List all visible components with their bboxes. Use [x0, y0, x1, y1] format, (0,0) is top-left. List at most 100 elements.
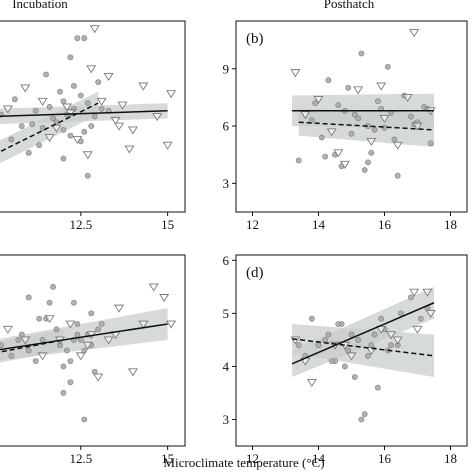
point-circle [67, 54, 74, 61]
point-triangle [127, 368, 138, 377]
fit-line-dashed-b [298, 121, 435, 131]
point-circle [91, 113, 98, 120]
point-triangle [159, 294, 170, 303]
x-tick-label: 15 [161, 217, 174, 232]
point-circle [361, 167, 368, 173]
point-circle [98, 105, 105, 112]
point-triangle [110, 116, 121, 125]
point-circle [70, 83, 77, 89]
point-triangle [44, 134, 55, 143]
point-triangle [412, 325, 423, 334]
y-tick-label: 6 [223, 253, 230, 268]
point-circle [394, 172, 401, 179]
point-triangle [103, 72, 114, 82]
x-tick-label: 12 [246, 217, 259, 232]
point-circle [348, 130, 355, 137]
point-circle [74, 331, 81, 338]
point-triangle [412, 122, 423, 131]
point-triangle [376, 82, 387, 91]
point-circle [407, 113, 414, 120]
point-triangle [422, 288, 433, 297]
point-circle [345, 84, 352, 91]
point-circle [15, 336, 22, 343]
point-triangle [326, 128, 337, 137]
x-tick-label: 14 [312, 217, 326, 232]
point-circle [374, 98, 381, 105]
point-triangle [127, 126, 138, 135]
point-triangle [44, 315, 55, 324]
point-circle [67, 358, 74, 365]
point-circle [60, 98, 67, 105]
panel-c: 12.5 15 [0, 254, 186, 466]
point-triangle [409, 29, 420, 38]
panel-tag-d: (d) [246, 265, 264, 281]
point-circle [81, 35, 88, 42]
point-triangle [51, 124, 62, 133]
plot-frame-b [235, 20, 468, 213]
point-circle [325, 331, 332, 338]
point-circle [25, 347, 32, 354]
point-circle [32, 107, 39, 114]
point-circle [358, 416, 365, 423]
plot-frame-c [0, 254, 186, 447]
panel-tag-b: (b) [246, 31, 264, 47]
x-tick-label: 12 [246, 451, 259, 466]
point-circle [351, 111, 358, 118]
ci-band-a-2 [0, 91, 99, 164]
point-triangle [82, 341, 93, 350]
point-circle [0, 342, 4, 349]
point-circle [315, 342, 322, 349]
point-triangle [89, 25, 100, 34]
point-circle [335, 321, 342, 327]
point-triangle [353, 86, 364, 95]
point-circle [84, 172, 91, 179]
ci-band-d-2 [292, 323, 434, 378]
point-triangle [333, 149, 344, 158]
point-triangle [300, 111, 311, 120]
point-circle [46, 299, 53, 306]
point-triangle [339, 160, 350, 169]
point-circle [355, 115, 361, 122]
point-triangle [82, 151, 93, 160]
point-triangle [103, 336, 114, 345]
fit-line-dashed-a [0, 102, 99, 153]
point-circle [81, 128, 88, 135]
point-circle [312, 100, 319, 107]
point-circle [365, 159, 371, 166]
point-circle [81, 347, 88, 354]
y-tick-label: 3 [223, 412, 230, 427]
point-circle [25, 294, 32, 301]
y-tick-label: 6 [223, 119, 230, 134]
point-circle [25, 149, 32, 156]
point-circle [43, 71, 49, 78]
fit-line-dashed-c [0, 339, 64, 353]
point-circle [295, 157, 302, 164]
x-tick-label: 12.5 [69, 451, 92, 466]
point-triangle [392, 336, 403, 345]
fit-line-solid-d [291, 302, 435, 365]
x-tick-label: 16 [378, 451, 392, 466]
y-tick-label: 5 [223, 306, 230, 321]
point-circle [322, 153, 328, 160]
point-circle [374, 384, 381, 391]
point-circle [407, 294, 414, 301]
point-circle [8, 136, 15, 143]
point-triangle [402, 94, 413, 103]
point-triangle [61, 103, 72, 112]
point-circle [46, 104, 53, 110]
point-circle [95, 326, 102, 333]
point-triangle [65, 320, 76, 329]
point-circle [84, 100, 91, 107]
point-triangle [114, 304, 125, 313]
point-triangle [114, 122, 125, 131]
point-circle [18, 123, 25, 129]
point-circle [335, 102, 342, 108]
panel-a: 12.5 15 [0, 20, 186, 232]
point-circle [74, 35, 81, 42]
point-triangle [392, 141, 403, 150]
point-circle [74, 321, 81, 327]
x-axis-label: Microclimate temperature (°C) [163, 455, 324, 470]
x-tick-label: 16 [378, 217, 392, 232]
point-triangle [65, 109, 76, 118]
point-triangle [138, 82, 149, 91]
